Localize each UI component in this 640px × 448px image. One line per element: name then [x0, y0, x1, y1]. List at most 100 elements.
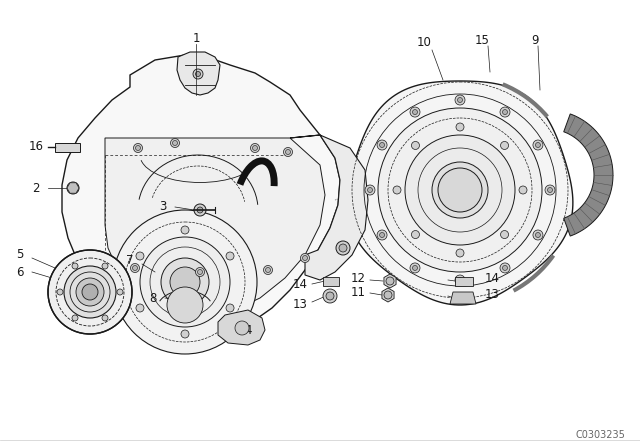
Circle shape: [197, 207, 203, 213]
Circle shape: [323, 289, 337, 303]
Circle shape: [301, 254, 310, 263]
Text: 4: 4: [244, 323, 252, 336]
Circle shape: [167, 287, 203, 323]
Circle shape: [193, 69, 203, 79]
Circle shape: [456, 249, 464, 257]
Circle shape: [386, 277, 394, 285]
Polygon shape: [55, 143, 80, 152]
Circle shape: [533, 230, 543, 240]
Circle shape: [533, 140, 543, 150]
Circle shape: [132, 266, 138, 271]
Circle shape: [384, 291, 392, 299]
Polygon shape: [62, 55, 340, 343]
Circle shape: [442, 172, 478, 208]
Circle shape: [195, 267, 205, 276]
Circle shape: [377, 140, 387, 150]
Text: 8: 8: [149, 292, 157, 305]
Circle shape: [377, 230, 387, 240]
Circle shape: [410, 263, 420, 273]
Text: 7: 7: [126, 254, 134, 267]
Circle shape: [226, 252, 234, 260]
Text: 14: 14: [484, 271, 499, 284]
Circle shape: [173, 141, 177, 146]
Circle shape: [502, 110, 508, 115]
Circle shape: [131, 263, 140, 272]
Polygon shape: [67, 183, 79, 193]
Circle shape: [102, 315, 108, 321]
Circle shape: [136, 252, 144, 260]
Text: 14: 14: [292, 277, 307, 290]
Circle shape: [365, 185, 375, 195]
Circle shape: [72, 315, 78, 321]
Circle shape: [136, 146, 141, 151]
Circle shape: [438, 168, 482, 212]
Circle shape: [72, 263, 78, 269]
Circle shape: [502, 266, 508, 271]
Text: 10: 10: [417, 36, 431, 49]
Circle shape: [500, 231, 509, 238]
Circle shape: [117, 289, 123, 295]
Polygon shape: [564, 114, 613, 236]
Circle shape: [405, 135, 515, 245]
Circle shape: [113, 210, 257, 354]
Circle shape: [410, 107, 420, 117]
Circle shape: [336, 241, 350, 255]
Circle shape: [455, 95, 465, 105]
Circle shape: [57, 289, 63, 295]
Circle shape: [367, 188, 372, 193]
Circle shape: [500, 263, 510, 273]
Circle shape: [195, 72, 200, 77]
Text: 13: 13: [292, 298, 307, 311]
Polygon shape: [290, 135, 368, 280]
Circle shape: [536, 233, 540, 237]
Circle shape: [285, 150, 291, 155]
Polygon shape: [218, 310, 265, 345]
Text: 5: 5: [16, 249, 24, 262]
Circle shape: [161, 258, 209, 306]
Text: 15: 15: [475, 34, 490, 47]
Circle shape: [380, 142, 385, 147]
FancyBboxPatch shape: [455, 277, 473, 286]
Circle shape: [67, 182, 79, 194]
Text: 3: 3: [159, 201, 166, 214]
Circle shape: [266, 267, 271, 272]
Circle shape: [432, 162, 488, 218]
Polygon shape: [382, 288, 394, 302]
Polygon shape: [105, 138, 325, 318]
Text: 11: 11: [351, 287, 365, 300]
Text: 12: 12: [351, 272, 365, 285]
Circle shape: [181, 226, 189, 234]
Circle shape: [64, 266, 116, 318]
Circle shape: [412, 142, 419, 150]
FancyBboxPatch shape: [323, 277, 339, 286]
Circle shape: [48, 250, 132, 334]
Circle shape: [545, 185, 555, 195]
Circle shape: [339, 244, 347, 252]
Circle shape: [194, 204, 206, 216]
Circle shape: [455, 275, 465, 285]
Circle shape: [170, 138, 179, 147]
Polygon shape: [347, 81, 573, 305]
Circle shape: [413, 110, 417, 115]
Circle shape: [264, 266, 273, 275]
Polygon shape: [450, 292, 476, 304]
Circle shape: [253, 146, 257, 151]
Text: 2: 2: [32, 181, 40, 194]
Circle shape: [547, 188, 552, 193]
Circle shape: [500, 142, 509, 150]
Circle shape: [456, 123, 464, 131]
Polygon shape: [384, 274, 396, 288]
Circle shape: [450, 180, 470, 200]
Circle shape: [170, 267, 200, 297]
Circle shape: [378, 108, 542, 272]
Text: 1: 1: [192, 31, 200, 44]
Text: 13: 13: [484, 289, 499, 302]
Circle shape: [70, 185, 76, 191]
Circle shape: [303, 255, 307, 260]
Circle shape: [250, 143, 259, 152]
Text: 9: 9: [531, 34, 539, 47]
Text: 6: 6: [16, 266, 24, 279]
Circle shape: [134, 143, 143, 152]
Circle shape: [284, 147, 292, 156]
Circle shape: [181, 330, 189, 338]
